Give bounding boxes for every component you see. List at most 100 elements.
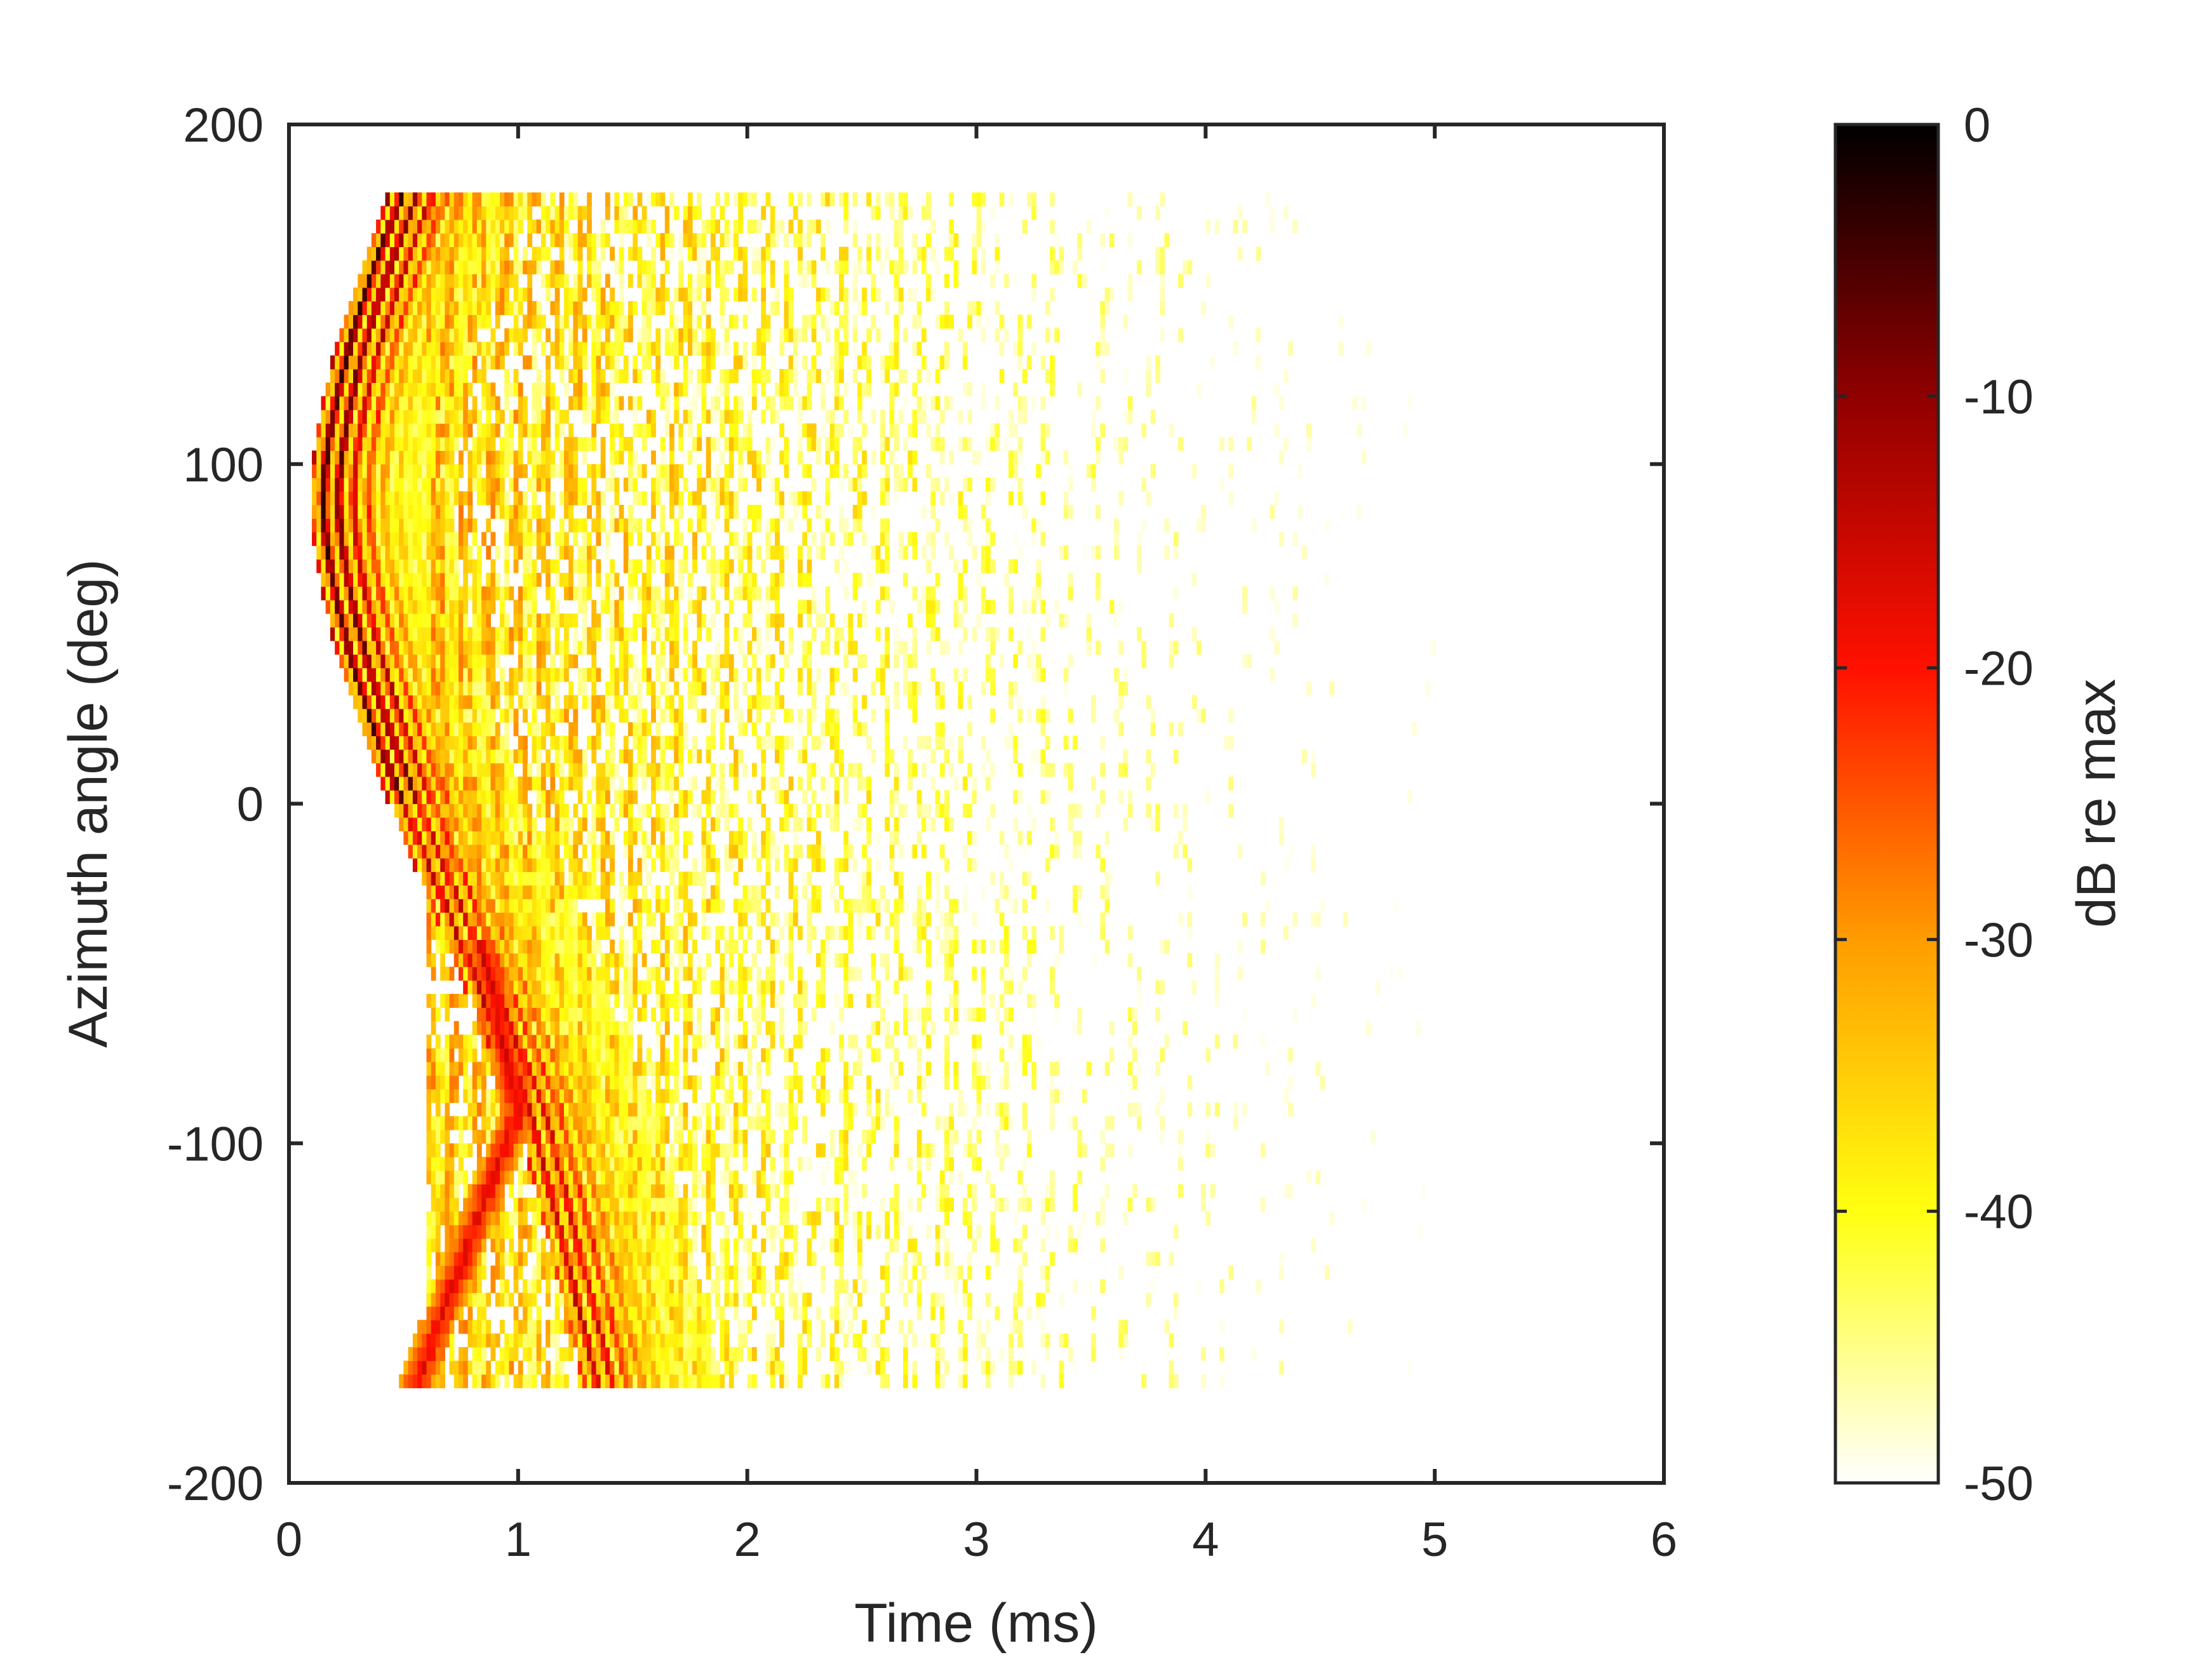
heatmap-cell xyxy=(472,1224,478,1239)
heatmap-cell xyxy=(734,695,739,709)
heatmap-cell xyxy=(426,1360,432,1375)
heatmap-cell xyxy=(972,1061,977,1076)
heatmap-cell xyxy=(1031,1007,1036,1022)
heatmap-cell xyxy=(440,1061,445,1076)
heatmap-cell xyxy=(664,1048,670,1062)
heatmap-cell xyxy=(1026,953,1032,967)
heatmap-cell xyxy=(426,654,432,669)
heatmap-cell xyxy=(472,776,478,791)
heatmap-cell xyxy=(674,1184,679,1198)
heatmap-cell xyxy=(1026,654,1032,669)
heatmap-cell xyxy=(651,1238,656,1252)
heatmap-cell xyxy=(459,844,464,859)
heatmap-cell xyxy=(472,1238,478,1252)
heatmap-cell xyxy=(641,1320,647,1334)
heatmap-cell xyxy=(573,1116,579,1130)
heatmap-cell xyxy=(490,1211,496,1226)
heatmap-cell xyxy=(651,1156,656,1171)
heatmap-cell xyxy=(770,967,775,981)
heatmap-cell xyxy=(610,912,615,927)
heatmap-cell xyxy=(779,790,784,805)
heatmap-cell xyxy=(687,953,693,967)
heatmap-cell xyxy=(426,1374,432,1388)
heatmap-cell xyxy=(412,763,418,777)
heatmap-cell xyxy=(431,1197,436,1212)
heatmap-cell xyxy=(513,1007,519,1022)
heatmap-cell xyxy=(1178,1156,1183,1171)
heatmap-cell xyxy=(715,858,720,873)
heatmap-cell xyxy=(641,640,647,655)
heatmap-cell xyxy=(513,926,519,940)
heatmap-cell xyxy=(394,627,399,641)
heatmap-cell xyxy=(550,1184,556,1198)
heatmap-cell xyxy=(490,735,496,750)
heatmap-cell xyxy=(747,1320,753,1334)
heatmap-cell xyxy=(623,627,629,641)
heatmap-cell xyxy=(962,803,968,818)
heatmap-cell xyxy=(380,613,386,627)
heatmap-cell xyxy=(362,695,368,709)
heatmap-cell xyxy=(600,1252,606,1266)
heatmap-cell xyxy=(476,695,482,709)
heatmap-cell xyxy=(440,722,445,737)
heatmap-cell xyxy=(582,803,587,818)
heatmap-cell xyxy=(1013,1306,1018,1320)
heatmap-cell xyxy=(467,1333,473,1348)
heatmap-cell xyxy=(527,640,533,655)
heatmap-cell xyxy=(523,1374,528,1388)
heatmap-cell xyxy=(852,899,858,913)
heatmap-cell xyxy=(880,1211,885,1226)
heatmap-cell xyxy=(573,980,579,995)
heatmap-cell xyxy=(513,1320,519,1334)
heatmap-cell xyxy=(527,967,533,981)
heatmap-cell xyxy=(459,953,464,967)
heatmap-cell xyxy=(467,1184,473,1198)
heatmap-cell xyxy=(518,1320,523,1334)
heatmap-cell xyxy=(435,708,441,723)
heatmap-cell xyxy=(944,1197,949,1212)
heatmap-cell xyxy=(751,844,757,859)
heatmap-cell xyxy=(651,681,656,695)
heatmap-cell xyxy=(660,1374,666,1388)
heatmap-cell xyxy=(440,994,445,1008)
heatmap-cell xyxy=(476,763,482,777)
heatmap-cell xyxy=(435,912,441,927)
heatmap-cell xyxy=(641,667,647,682)
heatmap-cell xyxy=(449,708,455,723)
heatmap-cell xyxy=(1017,1238,1023,1252)
heatmap-cell xyxy=(815,1320,821,1334)
heatmap-cell xyxy=(683,1224,688,1239)
heatmap-cell xyxy=(1407,1360,1412,1375)
heatmap-cell xyxy=(949,735,954,750)
heatmap-cell xyxy=(871,926,876,940)
heatmap-cell xyxy=(715,1021,720,1035)
heatmap-cell xyxy=(866,831,872,845)
heatmap-cell xyxy=(440,1116,445,1130)
heatmap-cell xyxy=(628,1211,633,1226)
heatmap-cell xyxy=(857,1252,862,1266)
heatmap-cell xyxy=(619,1184,624,1198)
heatmap-cell xyxy=(1045,1265,1050,1280)
heatmap-cell xyxy=(564,831,569,845)
heatmap-cell xyxy=(683,627,688,641)
heatmap-cell xyxy=(734,1170,739,1184)
heatmap-cell xyxy=(582,926,587,940)
heatmap-cell xyxy=(912,939,918,954)
heatmap-cell xyxy=(807,939,812,954)
heatmap-cell xyxy=(568,1102,573,1117)
heatmap-cell xyxy=(481,899,486,913)
heatmap-cell xyxy=(467,1211,473,1226)
heatmap-cell xyxy=(692,654,697,669)
heatmap-cell xyxy=(495,885,500,899)
heatmap-cell xyxy=(628,953,633,967)
heatmap-cell xyxy=(839,1265,844,1280)
heatmap-cell xyxy=(435,627,441,641)
heatmap-cell xyxy=(596,1035,601,1049)
heatmap-cell xyxy=(944,1116,949,1130)
heatmap-cell xyxy=(605,1170,610,1184)
heatmap-cell xyxy=(641,1224,647,1239)
heatmap-cell xyxy=(431,735,436,750)
heatmap-cell xyxy=(775,1021,780,1035)
heatmap-cell xyxy=(829,1306,835,1320)
heatmap-cell xyxy=(577,640,583,655)
